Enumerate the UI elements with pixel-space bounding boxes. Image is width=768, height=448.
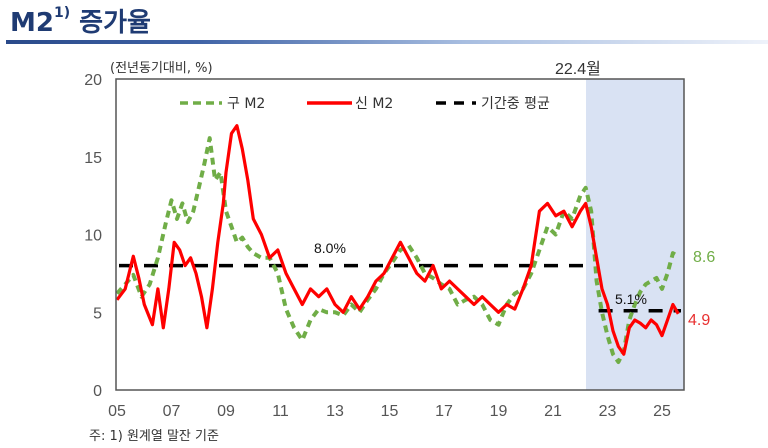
x-tick-label: 07 xyxy=(163,403,181,420)
x-tick-label: 21 xyxy=(544,403,562,420)
shade-period-label: 22.4월 xyxy=(555,60,601,78)
end-label-new-m2: 4.9 xyxy=(688,312,710,329)
y-axis-ticks: 0 5 10 15 20 xyxy=(84,72,102,400)
x-tick-label: 17 xyxy=(435,403,453,420)
old-m2-line xyxy=(115,136,680,364)
title-main: M2 xyxy=(10,8,54,38)
x-tick-label: 13 xyxy=(326,403,344,420)
y-tick-label: 5 xyxy=(93,305,102,322)
x-axis-ticks: 05 07 09 11 13 15 17 19 21 23 25 xyxy=(108,403,671,420)
x-tick-label: 15 xyxy=(381,403,399,420)
title-rest: 증가율 xyxy=(79,8,151,38)
y-tick-label: 10 xyxy=(84,228,102,245)
legend-average-label: 기간중 평균 xyxy=(481,96,550,112)
legend: 구 M2 신 M2 기간중 평균 xyxy=(180,96,550,112)
end-label-old-m2: 8.6 xyxy=(693,249,715,266)
title-underline xyxy=(6,40,768,44)
y-tick-label: 20 xyxy=(84,72,102,89)
x-tick-label: 05 xyxy=(108,403,126,420)
average-label-2: 5.1% xyxy=(615,291,647,307)
y-tick-label: 15 xyxy=(84,150,102,167)
x-tick-label: 23 xyxy=(599,403,617,420)
x-tick-label: 09 xyxy=(217,403,235,420)
x-tick-label: 11 xyxy=(272,403,289,420)
title-footnote-mark: 1) xyxy=(53,5,71,22)
average-label-1: 8.0% xyxy=(314,240,346,256)
legend-new-m2-label: 신 M2 xyxy=(355,96,393,112)
legend-old-m2-label: 구 M2 xyxy=(227,96,265,112)
footnote: 주: 1) 원계열 말잔 기준 xyxy=(89,429,219,444)
x-tick-label: 25 xyxy=(653,403,671,420)
y-tick-label: 0 xyxy=(93,383,102,400)
page-title: M21) 증가율 xyxy=(10,2,151,39)
x-tick-label: 19 xyxy=(490,403,508,420)
new-m2-line xyxy=(115,124,680,356)
shaded-period xyxy=(586,79,684,390)
unit-label: (전년동기대비, %) xyxy=(110,61,213,76)
average-lines xyxy=(119,263,681,313)
series-lines xyxy=(115,124,680,364)
plot-frame xyxy=(115,78,685,391)
